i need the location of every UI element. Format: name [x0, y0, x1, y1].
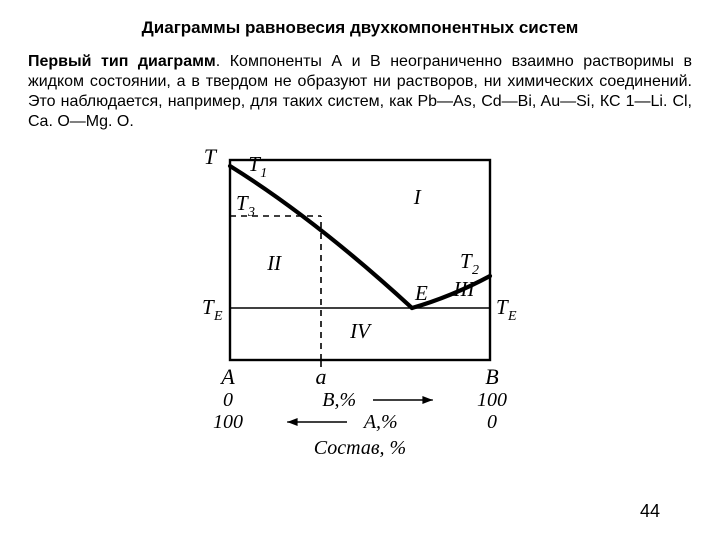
svg-text:100: 100 — [477, 389, 507, 411]
svg-text:E: E — [414, 281, 428, 305]
svg-text:I: I — [413, 185, 422, 209]
svg-text:B: B — [485, 364, 498, 389]
svg-text:Состав, %: Состав, % — [314, 437, 406, 459]
svg-text:II: II — [266, 251, 282, 275]
page-number: 44 — [640, 501, 660, 522]
phase-diagram: IIIIIIIVTT1T3T2ETETEAaB01001000B,%A,%Сос… — [160, 140, 560, 480]
intro-paragraph: Первый тип диаграмм. Компоненты А и В не… — [28, 52, 692, 132]
paragraph-lead: Первый тип диаграмм — [28, 53, 216, 70]
svg-text:E: E — [507, 309, 517, 324]
svg-text:0: 0 — [223, 389, 233, 411]
svg-text:E: E — [213, 309, 223, 324]
svg-text:a: a — [316, 364, 327, 389]
svg-text:A,%: A,% — [362, 411, 398, 433]
svg-text:3: 3 — [247, 205, 255, 220]
svg-text:2: 2 — [472, 263, 479, 278]
svg-text:A: A — [219, 364, 235, 389]
svg-text:0: 0 — [487, 411, 497, 433]
svg-text:100: 100 — [213, 411, 243, 433]
page-title: Диаграммы равновесия двухкомпонентных си… — [28, 18, 692, 38]
svg-text:T: T — [204, 144, 218, 169]
svg-text:III: III — [453, 277, 476, 301]
svg-text:IV: IV — [349, 319, 372, 343]
svg-text:1: 1 — [260, 166, 267, 181]
svg-text:B,%: B,% — [322, 389, 356, 411]
